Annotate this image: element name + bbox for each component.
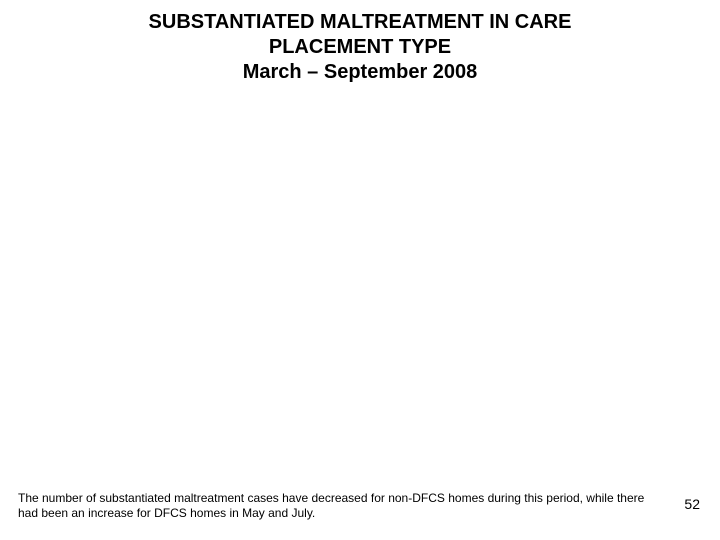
page-number: 52: [684, 496, 700, 512]
title-line-3: March – September 2008: [0, 60, 720, 85]
footer-caption: The number of substantiated maltreatment…: [18, 491, 658, 522]
title-line-1: SUBSTANTIATED MALTREATMENT IN CARE: [0, 10, 720, 35]
title-line-2: PLACEMENT TYPE: [0, 35, 720, 60]
title-block: SUBSTANTIATED MALTREATMENT IN CARE PLACE…: [0, 10, 720, 85]
